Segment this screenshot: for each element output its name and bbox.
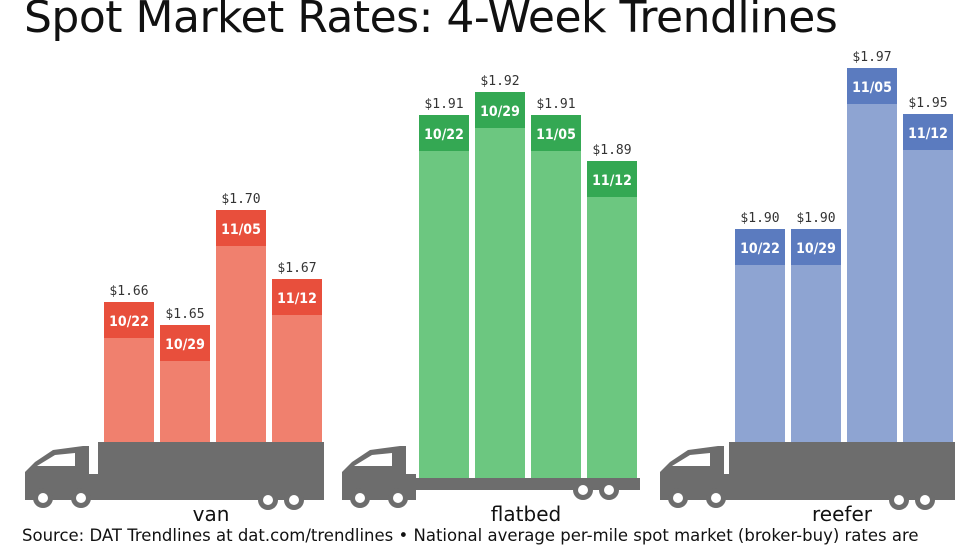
trailer-hub-flatbed-0 [578,485,588,495]
bar-date-label: 10/29 [480,104,520,120]
bar-value-label: $1.70 [221,192,260,207]
trailer-hub-van-0 [263,495,273,505]
chart-area: 10/22 $1.66 10/29 $1.65 11/05 $1.70 11/12 $1.67… [25,50,955,526]
truck-rear-hub [76,493,86,503]
truck-window [672,453,710,466]
trailer-van [98,442,324,500]
bar-value-label: $1.90 [796,211,835,226]
truck-rear-hub [393,493,403,503]
trailer-hub-van-1 [289,495,299,505]
bar-cap-reefer-1 [791,229,841,265]
bar-value-label: $1.92 [480,74,519,89]
source-note: Source: DAT Trendlines at dat.com/trendl… [22,526,919,545]
bar-date-label: 10/22 [109,314,149,330]
truck-front-hub [38,493,48,503]
chart-title: Spot Market Rates: 4-Week Trendlines [24,0,838,43]
trailer-reefer [729,442,955,500]
bar-cap-van-1 [160,325,210,361]
truck-window [354,453,392,466]
truck-window [37,453,75,466]
bar-value-label: $1.91 [424,97,463,112]
truck-step [85,496,99,500]
bar-date-label: 10/29 [165,337,205,353]
bar-date-label: 10/29 [796,241,836,257]
bar-flatbed-2 [531,115,581,478]
truck-step [720,496,734,500]
bar-van-2 [216,210,266,442]
truck-cab-reefer [660,446,734,508]
bar-flatbed-3 [587,161,637,478]
bar-value-label: $1.97 [852,50,891,65]
bar-value-label: $1.67 [277,261,316,276]
bar-value-label: $1.89 [592,143,631,158]
trailer-hub-reefer-0 [894,495,904,505]
truck-cab-flatbed [342,446,416,508]
bar-value-label: $1.95 [908,96,947,111]
bar-value-label: $1.90 [740,211,779,226]
bar-value-label: $1.65 [165,307,204,322]
bar-cap-van-2 [216,210,266,246]
bar-value-label: $1.91 [536,97,575,112]
truck-hitch [89,474,99,498]
bar-cap-reefer-3 [903,114,953,150]
bar-value-label: $1.66 [109,284,148,299]
bar-date-label: 11/05 [852,80,892,96]
truck-rear-hub [711,493,721,503]
bar-cap-van-3 [272,279,322,315]
panel-label-van: van [193,502,230,526]
bar-cap-flatbed-3 [587,161,637,197]
bar-flatbed-1 [475,92,525,478]
truck-cab-van [25,446,99,508]
bar-date-label: 10/22 [424,127,464,143]
trailer-hub-flatbed-1 [604,485,614,495]
bar-date-label: 11/05 [221,222,261,238]
truck-front-hub [673,493,683,503]
truck-hitch [406,474,416,498]
bar-cap-flatbed-2 [531,115,581,151]
trailer-hub-reefer-1 [920,495,930,505]
bar-reefer-2 [847,68,897,442]
bar-cap-flatbed-1 [475,92,525,128]
panel-label-flatbed: flatbed [491,502,561,526]
panel-label-reefer: reefer [812,502,873,526]
bar-cap-reefer-0 [735,229,785,265]
truck-front-hub [355,493,365,503]
truck-step [402,496,416,500]
bar-cap-van-0 [104,302,154,338]
bar-reefer-3 [903,114,953,442]
bar-date-label: 11/12 [592,173,632,189]
bar-date-label: 11/12 [908,126,948,142]
bar-date-label: 11/05 [536,127,576,143]
bar-cap-reefer-2 [847,68,897,104]
bar-date-label: 11/12 [277,291,317,307]
bar-cap-flatbed-0 [419,115,469,151]
bar-flatbed-0 [419,115,469,478]
bar-date-label: 10/22 [740,241,780,257]
